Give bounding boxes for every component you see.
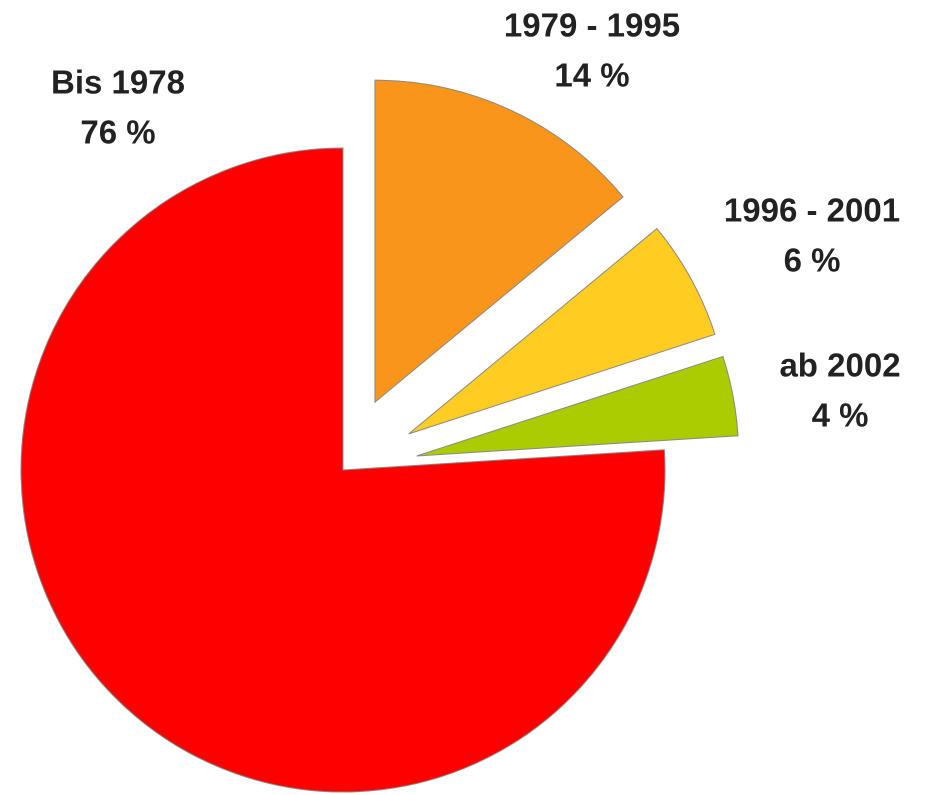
slice-label: Bis 1978 [51,64,185,101]
slice-label: 1996 - 2001 [724,192,900,229]
pie-slice [20,147,666,793]
slice-value-label: 4 % [812,397,869,434]
slice-label: ab 2002 [779,347,900,384]
slice-label: 1979 - 1995 [504,7,680,44]
pie-slice [416,355,739,457]
slice-value-label: 76 % [80,114,155,151]
slice-value-label: 6 % [784,242,841,279]
pie-slice [408,227,716,435]
pie-slice [374,79,624,404]
slice-value-label: 14 % [554,57,629,94]
